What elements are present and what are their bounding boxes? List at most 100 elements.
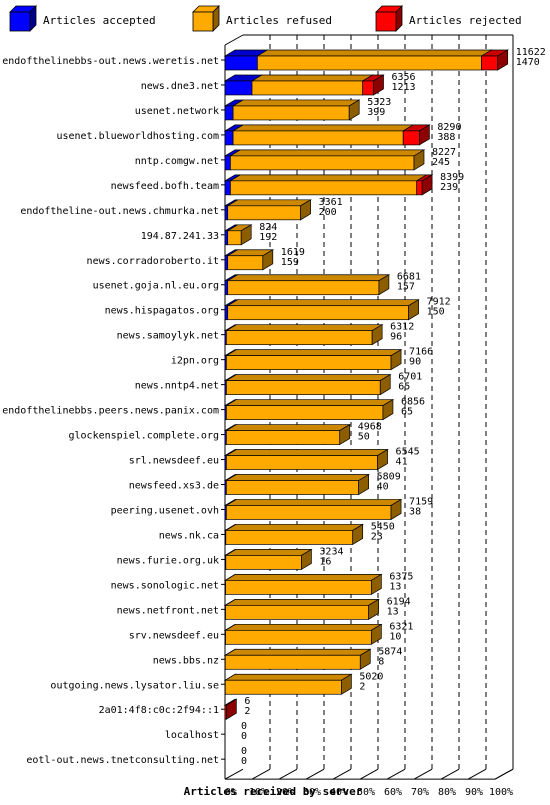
bar-segment-refused bbox=[227, 230, 242, 246]
category-label: endofthelinebbs-out.news.weretis.net bbox=[2, 56, 219, 67]
value-label-accepted: 65 bbox=[401, 407, 413, 418]
value-label-total: 6701 bbox=[398, 372, 422, 383]
value-label-accepted: 13 bbox=[387, 606, 399, 617]
x-tick-mark bbox=[224, 768, 244, 780]
value-label-accepted: 2 bbox=[244, 706, 250, 717]
bar-segment-side bbox=[339, 423, 351, 446]
bar-segment-accepted bbox=[224, 180, 231, 196]
category-label: localhost bbox=[165, 730, 219, 741]
value-label-accepted: 10 bbox=[389, 631, 401, 642]
bar-segment-refused bbox=[257, 55, 482, 71]
x-tick-mark bbox=[386, 768, 406, 780]
legend-item: Articles refused bbox=[192, 5, 332, 32]
bar-segment-top bbox=[229, 149, 426, 157]
x-tick-mark bbox=[494, 768, 514, 780]
value-label-total: 0 bbox=[241, 721, 247, 732]
value-label-total: 8227 bbox=[432, 147, 456, 158]
value-label-accepted: 90 bbox=[409, 357, 421, 368]
legend-swatch bbox=[9, 11, 31, 32]
bar-row: endofthelinebbs.peers.news.panix.com 6856… bbox=[2, 397, 425, 421]
bar-segment-refused bbox=[225, 530, 354, 545]
value-label-accepted: 192 bbox=[259, 232, 277, 243]
bar-segment-side bbox=[240, 224, 252, 246]
bar-segment-side bbox=[497, 49, 509, 71]
bar-segment-side bbox=[300, 199, 311, 221]
x-axis-title: Articles received by server bbox=[184, 785, 363, 798]
value-label-total: 4968 bbox=[358, 422, 382, 433]
x-tick-label: 30% bbox=[303, 787, 321, 798]
value-label-total: 6681 bbox=[397, 272, 421, 283]
category-label: eotl-out.news.tnetconsulting.net bbox=[26, 755, 219, 766]
bar-segment-side bbox=[301, 548, 312, 571]
legend-item: Articles rejected bbox=[375, 5, 522, 32]
bar-segment-accepted bbox=[224, 280, 229, 296]
bar-segment-top bbox=[250, 74, 374, 82]
value-label-accepted: 13 bbox=[389, 581, 401, 592]
category-label: newsfeed.bofh.team bbox=[111, 181, 219, 192]
x-tick-label: 50% bbox=[357, 787, 375, 798]
category-label: 2a01:4f8:c0c:2f94::1 bbox=[99, 705, 219, 716]
value-label-accepted: 200 bbox=[319, 207, 337, 218]
value-label-total: 5874 bbox=[378, 646, 402, 657]
bar-segment-refused bbox=[226, 430, 341, 445]
value-label-total: 3234 bbox=[319, 546, 343, 557]
value-label-accepted: 16 bbox=[319, 556, 331, 567]
bar-segment-top bbox=[225, 324, 384, 332]
bar-segment-refused bbox=[224, 654, 361, 670]
value-label-accepted: 388 bbox=[437, 132, 455, 143]
bar-segment-side bbox=[408, 299, 419, 321]
value-label-total: 6194 bbox=[387, 596, 411, 607]
frame-top-left-edge bbox=[224, 34, 244, 46]
x-tick-label: 70% bbox=[411, 787, 429, 798]
bar-segment-refused bbox=[226, 330, 373, 346]
x-tick-mark bbox=[359, 768, 379, 780]
x-tick-label: 90% bbox=[465, 787, 483, 798]
bar-segment-top bbox=[226, 299, 420, 307]
bar-segment-refused bbox=[227, 305, 409, 321]
bar-segment-side bbox=[371, 324, 383, 346]
category-label: news.netfront.net bbox=[117, 605, 219, 616]
bar-segment-refused bbox=[225, 629, 372, 645]
category-label: srl.newsdeef.eu bbox=[129, 456, 219, 467]
value-label-total: 6856 bbox=[401, 397, 425, 408]
category-label: i2pn.org bbox=[171, 356, 219, 367]
value-label-accepted: 1470 bbox=[516, 57, 540, 68]
value-label-accepted: 40 bbox=[377, 481, 389, 492]
value-label-total: 0 bbox=[241, 746, 247, 757]
bar-segment-side bbox=[413, 149, 425, 171]
bar-segment-refused bbox=[226, 355, 392, 370]
category-label: endofthelinebbs.peers.news.panix.com bbox=[2, 406, 219, 417]
value-label-accepted: 159 bbox=[281, 257, 299, 268]
category-label: usenet.blueworldhosting.com bbox=[56, 131, 219, 142]
bar-segment-top bbox=[229, 174, 428, 182]
value-label-total: 1619 bbox=[281, 247, 305, 258]
bar-segment-side bbox=[352, 523, 364, 546]
bar-segment-refused bbox=[225, 580, 372, 595]
bar-segment-side bbox=[368, 598, 379, 620]
bar-segment-accepted bbox=[224, 155, 231, 171]
bar-segment-refused bbox=[251, 80, 364, 96]
value-label-total: 6356 bbox=[392, 72, 416, 83]
value-label-total: 7912 bbox=[427, 297, 451, 308]
bar-segment-refused bbox=[232, 130, 404, 146]
bar-segment-side bbox=[262, 249, 274, 271]
category-label: usenet.goja.nl.eu.org bbox=[93, 281, 219, 292]
value-label-total: 3361 bbox=[319, 197, 343, 208]
bar-segment-refused bbox=[226, 505, 392, 520]
x-tick-mark bbox=[467, 768, 487, 780]
bar-row: 2a01:4f8:c0c:2f94::1 62 bbox=[99, 696, 250, 720]
category-label: news.corradoroberto.it bbox=[87, 256, 219, 267]
bar-segment-accepted bbox=[224, 305, 229, 321]
category-label: peering.usenet.ovh bbox=[111, 505, 219, 516]
